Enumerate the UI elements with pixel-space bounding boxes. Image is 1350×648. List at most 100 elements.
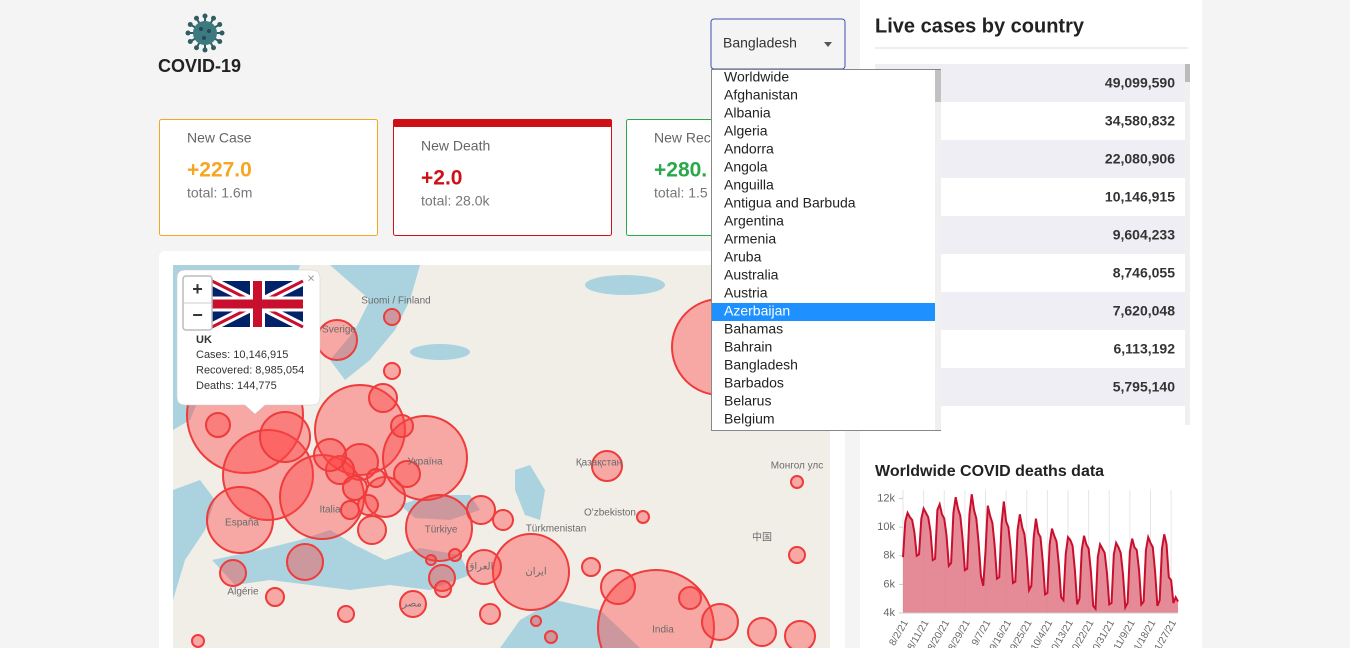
case-circle[interactable] — [434, 580, 452, 598]
map-label: Türkmenistan — [526, 524, 587, 535]
card-label: New Death — [421, 138, 490, 154]
case-circle[interactable] — [492, 509, 514, 531]
map-label: Suomi / Finland — [361, 296, 430, 307]
case-circle[interactable] — [425, 554, 437, 566]
virus-tip — [187, 22, 193, 27]
case-circle[interactable] — [466, 495, 496, 525]
case-circle[interactable] — [313, 438, 347, 472]
virus-tip — [217, 22, 223, 27]
case-circle[interactable] — [206, 486, 274, 554]
case-circle[interactable] — [383, 308, 401, 326]
dropdown-option[interactable]: Andorra — [724, 141, 774, 157]
case-circle[interactable] — [747, 617, 777, 647]
map-label: 中国 — [752, 531, 772, 544]
dropdown-option[interactable]: Algeria — [724, 123, 768, 139]
y-tick-label: 4k — [883, 607, 895, 619]
dropdown-option[interactable]: Anguilla — [724, 177, 774, 193]
dropdown-option[interactable]: Armenia — [724, 231, 776, 247]
dropdown-option[interactable]: Worldwide — [724, 69, 789, 85]
case-circle[interactable] — [383, 362, 401, 380]
dropdown-option[interactable]: Bahrain — [724, 339, 772, 355]
dropdown-option[interactable]: Austria — [724, 285, 768, 301]
map-label: Монгол улс — [771, 461, 824, 472]
case-circle[interactable] — [544, 630, 558, 644]
virus-spot — [207, 29, 211, 33]
popup-line: Recovered: 8,985,054 — [196, 364, 304, 376]
virus-tip — [187, 39, 193, 44]
row-value: 9,604,233 — [1113, 227, 1175, 243]
dropdown-option[interactable]: Albania — [724, 105, 771, 121]
row-value: 8,746,055 — [1113, 265, 1175, 281]
country-select[interactable]: Bangladesh — [710, 18, 846, 70]
case-circle[interactable] — [466, 549, 502, 585]
virus-tip — [217, 39, 223, 44]
zoom-out[interactable]: − — [192, 305, 203, 325]
map-lake — [410, 344, 470, 360]
case-circle[interactable] — [286, 543, 324, 581]
case-circle[interactable] — [479, 603, 501, 625]
case-circle[interactable] — [399, 590, 427, 618]
map-layer: Suomi / Finland Sverige Україна Қазақстан Мо… — [173, 265, 830, 648]
case-circle[interactable] — [678, 586, 702, 610]
map-label: Türkiye — [425, 525, 458, 536]
logo: COVID-19 — [158, 13, 241, 76]
case-circle[interactable] — [600, 569, 636, 605]
dropdown-option[interactable]: Barbados — [724, 375, 784, 391]
case-circle[interactable] — [340, 500, 360, 520]
case-circle[interactable] — [366, 468, 386, 488]
case-circle[interactable] — [357, 494, 379, 516]
dropdown-option[interactable]: Belarus — [724, 393, 771, 409]
map-label: Algérie — [227, 587, 259, 598]
virus-tip — [202, 13, 208, 19]
popup-close[interactable]: × — [307, 270, 315, 285]
case-circle[interactable] — [788, 546, 806, 564]
dropdown-option[interactable]: Bahamas — [724, 321, 783, 337]
case-circle[interactable] — [219, 559, 247, 587]
case-circle[interactable] — [701, 603, 739, 641]
case-circle[interactable] — [790, 475, 804, 489]
case-circle[interactable] — [597, 569, 715, 648]
table-row[interactable] — [875, 406, 1185, 444]
uk-flag — [209, 276, 306, 332]
case-circle[interactable] — [784, 620, 816, 648]
case-circle[interactable] — [405, 494, 473, 562]
dropdown-option[interactable]: Aruba — [724, 249, 762, 265]
select-value[interactable]: Bangladesh — [723, 35, 797, 51]
case-circle[interactable] — [259, 411, 311, 463]
card-value: +227.0 — [187, 159, 252, 182]
case-circle[interactable] — [265, 587, 285, 607]
scroll-thumb[interactable] — [1185, 64, 1190, 82]
dropdown-option[interactable]: Azerbaijan — [724, 303, 790, 319]
dropdown-scroll-thumb[interactable] — [935, 70, 941, 102]
dropdown-option[interactable]: Argentina — [724, 213, 784, 229]
case-circle[interactable] — [337, 605, 355, 623]
dropdown-option[interactable]: Afghanistan — [724, 87, 798, 103]
case-circle[interactable] — [222, 429, 314, 521]
card-total: total: 1.5 — [654, 185, 708, 201]
row-value: 10,146,915 — [1105, 189, 1175, 205]
dropdown-option[interactable]: Bangladesh — [724, 357, 798, 373]
case-circle[interactable] — [342, 475, 368, 501]
popup-name: UK — [196, 334, 212, 346]
case-circle[interactable] — [205, 412, 231, 438]
case-circle[interactable] — [368, 383, 398, 413]
case-circle[interactable] — [581, 557, 601, 577]
dropdown-option[interactable]: Australia — [724, 267, 779, 283]
map-label: العراق — [467, 562, 494, 573]
zoom-in[interactable]: + — [192, 279, 203, 299]
case-circle[interactable] — [591, 450, 623, 482]
dropdown-option[interactable]: Antigua and Barbuda — [724, 195, 856, 211]
map-label: Italia — [319, 505, 341, 516]
case-circle[interactable] — [393, 460, 421, 488]
dropdown-option[interactable]: Belgium — [724, 411, 775, 427]
case-circle[interactable] — [530, 615, 542, 627]
panel-title: Live cases by country — [875, 15, 1085, 37]
case-circle[interactable] — [390, 414, 414, 438]
case-circle[interactable] — [636, 510, 650, 524]
case-circle[interactable] — [448, 548, 462, 562]
case-circle[interactable] — [492, 533, 570, 611]
select-caret[interactable] — [824, 42, 832, 47]
case-circle[interactable] — [357, 515, 387, 545]
dropdown-option[interactable]: Angola — [724, 159, 768, 175]
case-circle[interactable] — [191, 634, 205, 648]
